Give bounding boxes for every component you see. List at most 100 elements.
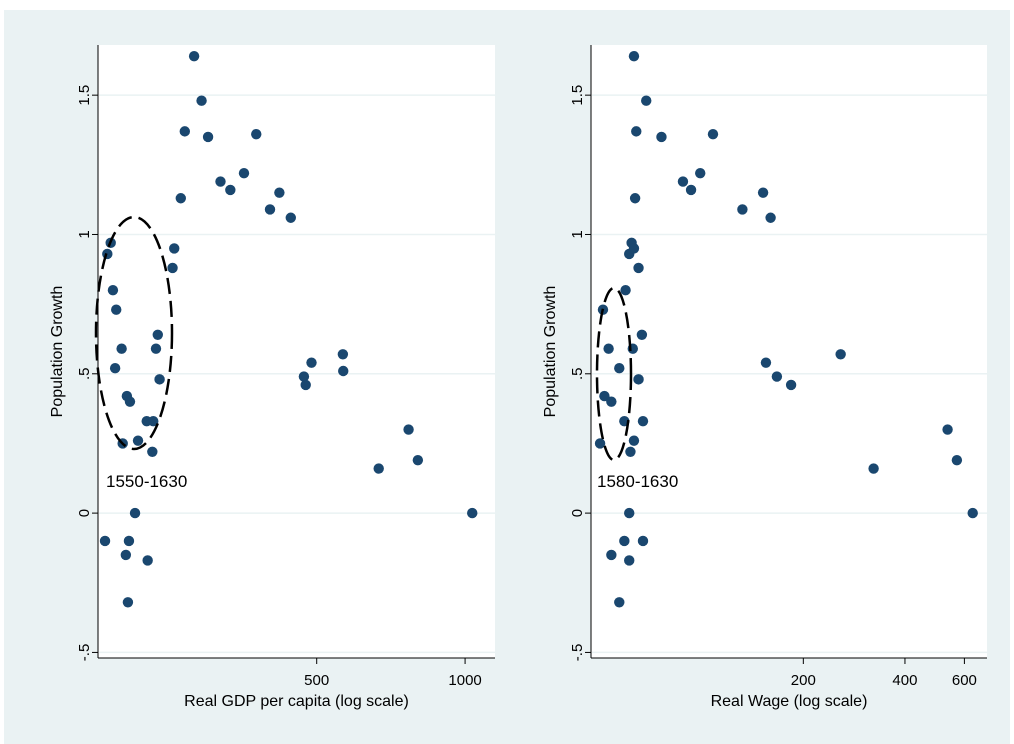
data-point [264, 204, 276, 215]
data-point [109, 363, 121, 374]
plot-area [591, 45, 987, 658]
data-point [179, 126, 190, 137]
data-point [99, 535, 111, 547]
data-point [641, 95, 652, 106]
data-point [633, 374, 644, 385]
data-point [124, 396, 136, 407]
data-point [154, 374, 165, 385]
data-point [111, 304, 122, 315]
data-point [129, 507, 141, 519]
data-point [202, 131, 214, 143]
data-point [737, 204, 748, 215]
data-point [298, 371, 310, 382]
data-point [175, 193, 186, 204]
data-point [637, 535, 649, 547]
highlight-ellipse [94, 215, 174, 451]
panel-1: -.5 0 .5 1 1.5 500 1000 Real GDP per capita (lo… [49, 45, 495, 710]
x-axis-title: Real GDP per capita (log scale) [184, 693, 409, 710]
data-point [337, 349, 349, 360]
y-tick-label: .5 [569, 368, 586, 381]
x-tick-label: 500 [304, 672, 329, 689]
y-tick-label: 0 [569, 509, 586, 517]
y-tick-label: 1.5 [569, 85, 586, 106]
data-point [116, 343, 127, 354]
data-point [707, 128, 719, 140]
data-point [123, 535, 135, 547]
data-point [403, 424, 414, 435]
data-point [633, 262, 644, 274]
data-point [120, 549, 132, 561]
data-point [636, 329, 648, 340]
data-point [238, 167, 250, 179]
data-point [467, 507, 478, 519]
y-tick-label: 1 [569, 230, 586, 238]
plot-area [98, 45, 495, 658]
data-point [167, 262, 178, 274]
data-point [606, 549, 617, 561]
data-point [285, 212, 296, 223]
data-point [629, 193, 641, 204]
data-point [835, 349, 846, 360]
data-point [757, 187, 769, 198]
y-axis-title: Population Growth [542, 286, 559, 418]
data-point [619, 535, 630, 547]
data-point [685, 184, 697, 196]
data-point [412, 454, 424, 466]
data-point [215, 176, 226, 187]
data-point [868, 463, 879, 474]
data-point [300, 379, 311, 391]
data-point [225, 184, 236, 196]
data-point [188, 50, 200, 62]
data-point [765, 212, 776, 223]
y-tick-label: 1.5 [76, 85, 93, 106]
data-point [148, 415, 159, 427]
period-annotation: 1550-1630 [106, 472, 187, 491]
data-point [196, 95, 207, 106]
data-point [594, 438, 606, 449]
y-tick-label: 1 [76, 230, 93, 238]
data-point [132, 435, 144, 446]
data-point [967, 507, 978, 519]
y-tick-label: 0 [76, 509, 93, 517]
data-point [142, 555, 153, 566]
data-point [656, 131, 667, 143]
x-axis-title: Real Wage (log scale) [711, 693, 868, 710]
y-tick-label: -.5 [76, 644, 93, 662]
data-point [624, 555, 635, 566]
data-point [169, 243, 180, 254]
data-point [599, 390, 610, 402]
data-point [620, 285, 631, 296]
data-point [625, 446, 636, 458]
data-point [603, 343, 614, 354]
data-point [306, 357, 317, 368]
y-axis-title: Population Growth [49, 286, 66, 418]
data-point [147, 446, 158, 458]
x-tick-label: 400 [892, 672, 917, 689]
highlight-ellipse [595, 286, 633, 462]
data-point [942, 424, 953, 435]
data-point [606, 396, 617, 407]
data-point [951, 454, 963, 466]
x-tick-label: 600 [952, 672, 977, 689]
data-point [614, 597, 625, 608]
data-point [152, 329, 163, 340]
data-point [624, 507, 635, 519]
data-point [760, 357, 772, 368]
data-point [122, 597, 134, 608]
data-point [695, 167, 706, 179]
period-annotation: 1580-1630 [597, 472, 678, 491]
data-point [150, 343, 162, 354]
data-point [628, 50, 640, 62]
data-point [771, 371, 783, 382]
data-point [251, 128, 262, 140]
panel-2: -.5 0 .5 1 1.5 200 400 600 Real Wage (log scale)… [542, 45, 987, 710]
data-point [631, 126, 642, 137]
data-point [637, 415, 649, 427]
data-point [274, 187, 285, 198]
data-point [628, 435, 640, 446]
data-point [107, 285, 119, 296]
x-tick-label: 1000 [448, 672, 481, 689]
data-point [677, 176, 689, 187]
y-tick-label: .5 [76, 368, 93, 381]
